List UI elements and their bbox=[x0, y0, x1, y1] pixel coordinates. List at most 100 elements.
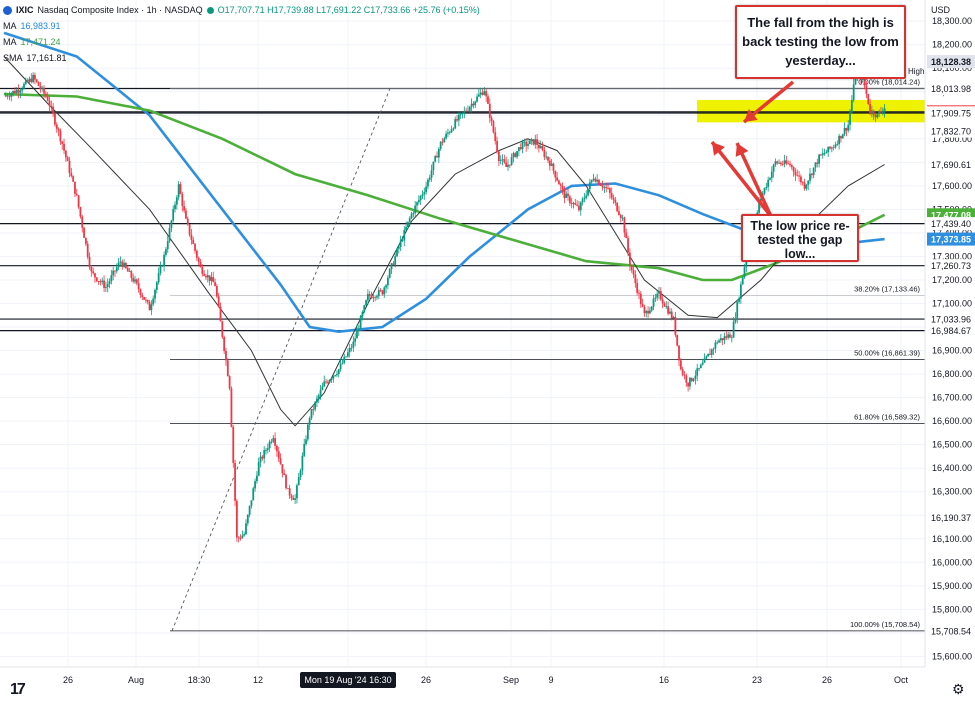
candle-body bbox=[34, 74, 36, 80]
candle-body bbox=[83, 227, 85, 238]
candle-body bbox=[774, 161, 777, 165]
price-label-bg bbox=[927, 624, 975, 638]
candle-body bbox=[830, 147, 833, 149]
candle-body bbox=[139, 289, 142, 295]
candle-body bbox=[4, 95, 7, 97]
candle-body bbox=[687, 382, 690, 387]
price-tick-label: 15,800.00 bbox=[932, 604, 972, 614]
arrow-shaft bbox=[710, 140, 772, 217]
candle-body bbox=[850, 99, 853, 113]
candle-body bbox=[303, 444, 306, 456]
price-label: 17,033.96 bbox=[931, 315, 971, 325]
annotation-arrow bbox=[735, 142, 777, 226]
candle-body bbox=[88, 256, 91, 267]
candle-body bbox=[183, 206, 186, 211]
ma2-label: MA bbox=[3, 37, 17, 47]
candle-body bbox=[379, 290, 382, 291]
candle-body bbox=[488, 103, 491, 118]
candle-body bbox=[432, 161, 435, 171]
ma2-value: 17,471.24 bbox=[20, 37, 61, 47]
candle-body bbox=[587, 188, 589, 196]
price-label-bg bbox=[927, 55, 975, 69]
candle-body bbox=[241, 535, 244, 539]
candle-body bbox=[330, 378, 333, 381]
candle-body bbox=[314, 402, 317, 410]
ohlc-values: O17,707.71 H17,739.88 L17,691.22 C17,733… bbox=[217, 5, 480, 15]
candle-body bbox=[64, 150, 67, 158]
price-label: 16,190.37 bbox=[931, 513, 971, 523]
candle-body bbox=[134, 279, 136, 282]
legend-symbol-row[interactable]: IXIC Nasdaq Composite Index · 1h · NASDA… bbox=[3, 2, 480, 18]
gear-icon[interactable]: ⚙ bbox=[952, 681, 965, 697]
candle-body bbox=[623, 217, 626, 233]
candle-body bbox=[117, 262, 120, 268]
candle-body bbox=[721, 338, 724, 341]
legend-ma2-row[interactable]: MA 17,471.24 bbox=[3, 34, 480, 50]
candle-body bbox=[245, 523, 247, 535]
candle-body bbox=[372, 297, 375, 299]
candle-body bbox=[397, 246, 400, 249]
candle-body bbox=[667, 306, 669, 314]
candle-body bbox=[357, 328, 360, 331]
candle-body bbox=[499, 160, 502, 162]
candle-body bbox=[143, 297, 145, 300]
candle-body bbox=[472, 103, 475, 106]
candle-body bbox=[534, 139, 537, 145]
candle-body bbox=[259, 456, 262, 463]
candle-body bbox=[709, 353, 711, 355]
candle-body bbox=[525, 141, 528, 146]
candle-body bbox=[101, 280, 104, 283]
sma-value: 17,161.81 bbox=[26, 53, 67, 63]
time-tick-label: 23 bbox=[752, 675, 762, 685]
candle-body bbox=[336, 374, 338, 376]
candle-body bbox=[19, 90, 22, 93]
candle-body bbox=[456, 119, 458, 121]
candle-body bbox=[370, 296, 373, 299]
candle-body bbox=[232, 426, 235, 463]
candle-body bbox=[585, 195, 588, 198]
candle-body bbox=[323, 381, 326, 387]
currency-label[interactable]: USD bbox=[931, 5, 951, 15]
candle-body bbox=[814, 162, 817, 168]
fibonacci-trend-line bbox=[171, 88, 391, 632]
candle-body bbox=[778, 162, 780, 164]
candle-body bbox=[243, 534, 246, 536]
candle-body bbox=[443, 138, 446, 143]
candle-body bbox=[261, 456, 264, 459]
candle-body bbox=[35, 79, 38, 82]
candle-body bbox=[578, 205, 580, 211]
candlesticks bbox=[4, 68, 886, 543]
candle-body bbox=[399, 240, 402, 247]
time-tick-label: Sep bbox=[503, 675, 519, 685]
candle-body bbox=[508, 164, 511, 166]
candle-body bbox=[723, 336, 726, 341]
candle-body bbox=[23, 83, 25, 89]
candle-body bbox=[485, 91, 488, 97]
candle-body bbox=[203, 273, 206, 276]
candle-body bbox=[104, 287, 107, 288]
price-label-bg bbox=[927, 232, 975, 246]
legend-ma1-row[interactable]: MA 16,983.91 bbox=[3, 18, 480, 34]
candle-body bbox=[450, 129, 453, 133]
candle-body bbox=[669, 311, 671, 314]
candle-body bbox=[165, 249, 167, 255]
candle-body bbox=[94, 273, 96, 278]
price-tick-label: 15,600.00 bbox=[932, 651, 972, 661]
candle-body bbox=[832, 147, 835, 149]
candle-body bbox=[68, 161, 71, 174]
candle-body bbox=[41, 87, 44, 89]
candle-body bbox=[870, 110, 873, 113]
candle-body bbox=[8, 96, 11, 98]
legend-sma-row[interactable]: SMA 17,161.81 bbox=[3, 50, 480, 66]
candle-body bbox=[710, 349, 713, 355]
candle-body bbox=[387, 277, 389, 286]
candle-body bbox=[363, 305, 366, 313]
candle-body bbox=[137, 283, 140, 290]
candle-body bbox=[155, 282, 158, 290]
candle-body bbox=[257, 462, 260, 476]
time-tick-label: 9 bbox=[548, 675, 553, 685]
candle-body bbox=[265, 449, 267, 451]
arrow-head bbox=[712, 142, 725, 156]
candle-body bbox=[319, 389, 322, 396]
